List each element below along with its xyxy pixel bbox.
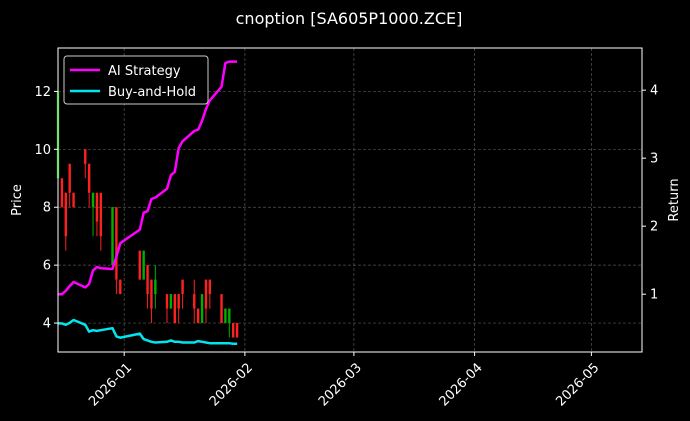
candle-body: [68, 163, 71, 193]
y-tick-label: 4: [43, 317, 51, 332]
candle-body: [228, 308, 231, 324]
candle-body: [64, 192, 67, 237]
candle-body: [95, 192, 99, 222]
candle-body: [196, 308, 200, 324]
y-tick-label: 6: [43, 259, 51, 274]
candle-body: [91, 192, 95, 208]
candle-body: [119, 279, 122, 295]
y2-tick-label: 4: [650, 84, 658, 99]
y-tick-label: 12: [34, 85, 51, 100]
lines: [58, 60, 238, 346]
chart-title: cnoption [SA605P1000.ZCE]: [236, 9, 463, 28]
candle-body: [154, 279, 157, 295]
candle-body: [72, 192, 75, 208]
candle-body: [115, 207, 118, 280]
candle-body: [165, 294, 169, 309]
plot-frame: [57, 47, 643, 353]
y-tick-label: 10: [34, 143, 51, 158]
candle-body: [111, 207, 114, 266]
y-axis-left: 4 6 8 10 12: [34, 85, 58, 332]
y2-axis-label: Return: [667, 178, 682, 221]
candle-body: [224, 308, 227, 324]
legend-label-ai-strategy: AI Strategy: [108, 64, 181, 79]
candle-body: [146, 265, 149, 295]
candle-body: [150, 279, 153, 309]
legend-label-buy-and-hold: Buy-and-Hold: [108, 85, 196, 100]
grid: [58, 48, 642, 352]
candle-body: [84, 149, 87, 164]
candle-body: [99, 192, 103, 237]
candle-body: [173, 294, 176, 324]
series-line-ai-strategy: [58, 60, 238, 296]
y-axis-label: Price: [10, 184, 25, 216]
candle-body: [181, 279, 184, 295]
candle-body: [177, 294, 180, 309]
series-line-buy-and-hold: [58, 318, 238, 346]
y-axis-right: 1 2 3 4: [642, 84, 658, 303]
candle-body: [220, 294, 223, 324]
y2-tick-label: 1: [650, 288, 658, 303]
y-tick-label: 8: [43, 201, 51, 216]
candle-body: [235, 323, 239, 338]
candle-body: [169, 294, 173, 309]
candle-body: [60, 178, 64, 208]
candle-body: [208, 279, 212, 295]
legend: AI Strategy Buy-and-Hold: [63, 55, 209, 105]
y2-tick-label: 3: [650, 152, 658, 167]
candle-body: [204, 279, 208, 309]
candle-body: [87, 163, 91, 193]
candle-body: [232, 323, 235, 338]
candle-body: [200, 294, 204, 324]
candle-body: [193, 294, 196, 309]
candle-body: [142, 250, 145, 280]
y2-tick-label: 2: [650, 220, 658, 235]
candle-body: [138, 250, 141, 280]
